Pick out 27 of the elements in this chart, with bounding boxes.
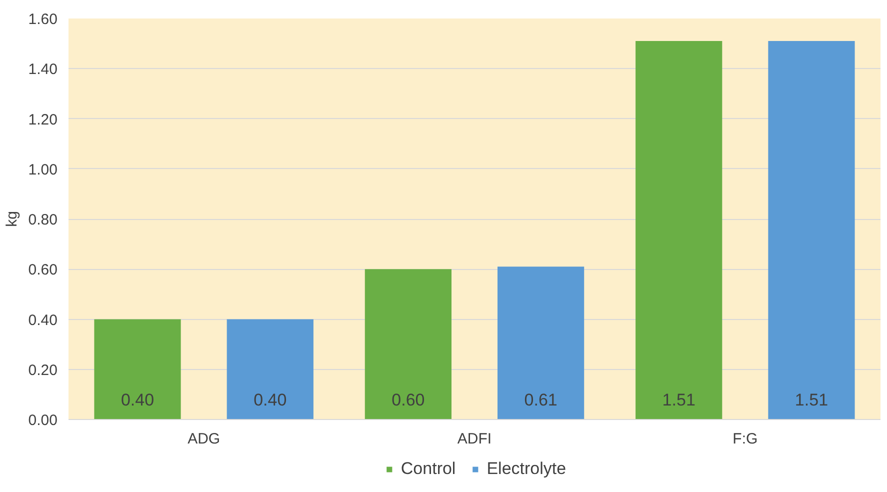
data-label: 0.60: [392, 390, 425, 410]
y-tick-label: 0.40: [28, 312, 58, 329]
y-tick-label: 0.00: [28, 412, 58, 429]
x-tick-label: F:G: [732, 430, 758, 448]
data-label: 0.61: [524, 390, 558, 410]
x-tick-label: ADFI: [457, 430, 492, 448]
legend-label: Electrolyte: [486, 459, 566, 479]
legend-label: Control: [400, 459, 456, 479]
y-tick-label: 1.00: [28, 161, 58, 178]
data-label: 1.51: [662, 390, 696, 410]
y-tick-label: 1.40: [28, 61, 58, 78]
y-tick-label: 0.80: [28, 212, 58, 228]
bar: [226, 319, 314, 420]
x-tick-label: ADG: [188, 430, 220, 448]
y-axis-title: kg: [3, 211, 20, 227]
data-label: 0.40: [254, 390, 287, 410]
bar: [768, 41, 855, 420]
y-tick-label: 1.20: [28, 111, 58, 128]
data-label: 1.51: [794, 390, 828, 410]
data-label: 0.40: [120, 390, 154, 410]
y-tick-label: 0.60: [28, 262, 58, 279]
y-tick-label: 1.60: [28, 11, 58, 28]
bar: [636, 41, 722, 420]
bar: [94, 319, 181, 420]
bar: [498, 266, 584, 420]
y-tick-label: 0.20: [28, 362, 58, 379]
bar: [364, 269, 452, 420]
